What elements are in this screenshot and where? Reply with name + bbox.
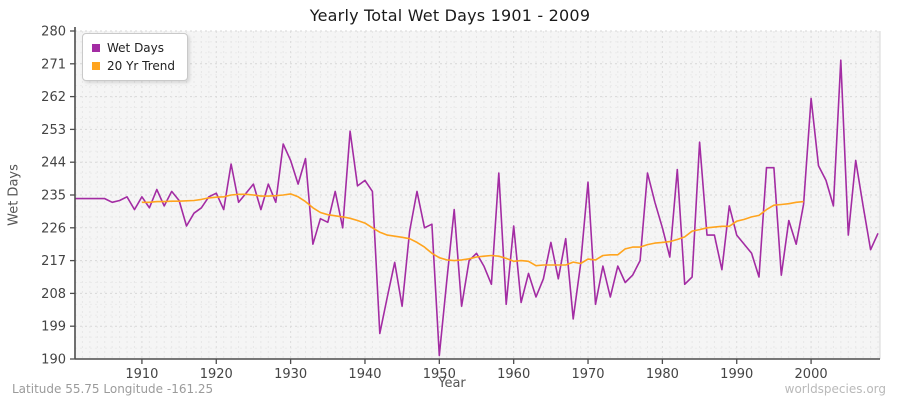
legend-label-wet-days: Wet Days: [107, 41, 165, 55]
legend-item-trend: 20 Yr Trend: [92, 57, 175, 75]
y-axis-title: Wet Days: [6, 164, 22, 226]
x-tick-label: 2000: [795, 367, 828, 382]
y-tick-label: 262: [41, 90, 66, 105]
x-axis-title: Year: [438, 376, 466, 391]
chart-title: Yearly Total Wet Days 1901 - 2009: [309, 6, 591, 25]
y-tick-label: 208: [41, 287, 66, 302]
x-tick-label: 1910: [125, 367, 158, 382]
wet-days-line: [75, 59, 879, 357]
axes: [74, 27, 881, 360]
y-tick-label: 217: [41, 254, 66, 269]
trend-swatch-icon: [92, 62, 100, 70]
legend: Wet Days 20 Yr Trend: [82, 33, 189, 81]
x-tick-label: 1970: [571, 367, 604, 382]
y-tick-label: 190: [41, 353, 66, 368]
y-tick-label: 199: [41, 320, 66, 335]
legend-label-trend: 20 Yr Trend: [107, 59, 176, 73]
x-tick-label: 1960: [497, 367, 530, 382]
legend-item-wet-days: Wet Days: [92, 39, 175, 57]
x-tick-label: 1940: [348, 367, 381, 382]
x-tick-label: 1930: [274, 367, 307, 382]
y-tick-label: 235: [41, 189, 66, 204]
x-axis: 1910 1920 1930 1940 1950 1960 1970 1980 1990 2000: [125, 359, 828, 382]
y-tick-label: 280: [41, 25, 66, 40]
x-tick-label: 1980: [646, 367, 679, 382]
y-tick-label: 271: [41, 57, 66, 72]
y-axis: 190 199 208 217 226 235 244 253 262 271 280: [41, 25, 75, 368]
y-tick-label: 226: [41, 221, 66, 236]
x-tick-label: 1920: [200, 367, 233, 382]
y-tick-label: 253: [41, 123, 66, 138]
watermark: worldspecies.org: [784, 382, 886, 396]
coordinates-caption: Latitude 55.75 Longitude -161.25: [12, 382, 214, 396]
y-tick-label: 244: [41, 156, 66, 171]
x-tick-label: 1950: [423, 367, 456, 382]
x-tick-label: 1990: [720, 367, 753, 382]
wet-days-swatch-icon: [92, 44, 100, 52]
gridlines: [75, 30, 880, 360]
trend-line: [141, 193, 804, 267]
